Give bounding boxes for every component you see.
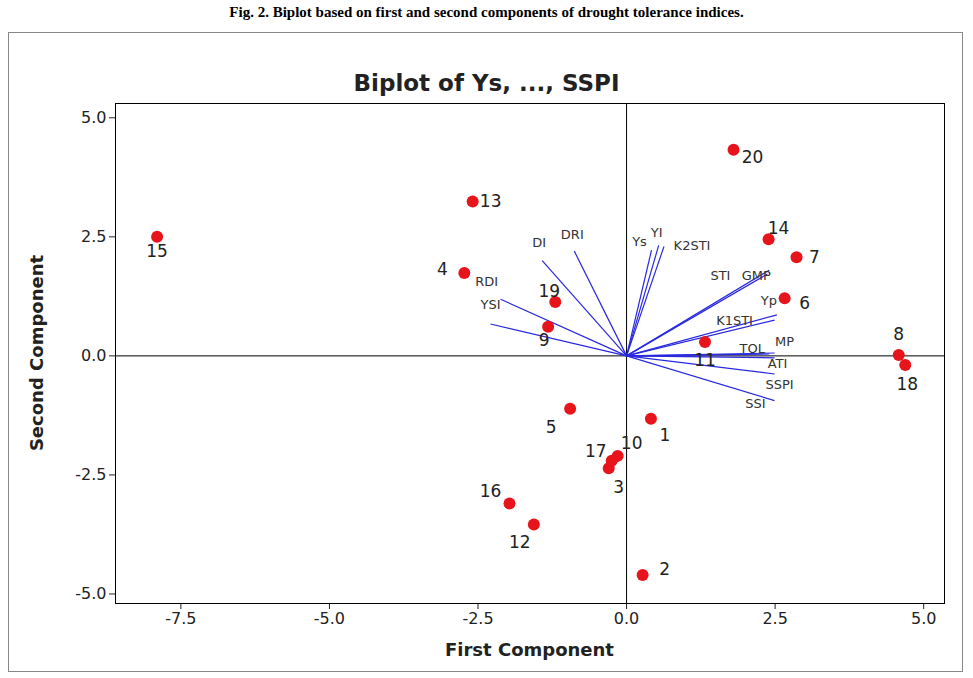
svg-text:YI: YI [650,225,663,240]
svg-text:4: 4 [437,259,448,279]
svg-text:DI: DI [532,235,546,250]
svg-text:19: 19 [538,281,560,301]
svg-text:DRI: DRI [561,227,584,242]
svg-text:0.0: 0.0 [81,346,106,365]
svg-text:20: 20 [742,147,764,167]
svg-text:15: 15 [146,241,168,261]
svg-text:K1STI: K1STI [716,313,753,328]
svg-text:2.5: 2.5 [762,609,787,628]
svg-text:7: 7 [809,247,820,267]
svg-text:11: 11 [694,350,716,370]
svg-text:RDI: RDI [475,274,498,289]
svg-text:17: 17 [585,441,607,461]
svg-text:5: 5 [546,417,557,437]
svg-text:14: 14 [768,218,790,238]
svg-text:SSPI: SSPI [765,377,793,392]
svg-text:10: 10 [621,433,643,453]
svg-text:SSI: SSI [745,396,765,411]
svg-text:8: 8 [893,324,904,344]
svg-text:Yp: Yp [760,293,777,308]
svg-text:Ys: Ys [631,234,647,249]
svg-text:STI: STI [710,268,730,283]
svg-text:ATI: ATI [768,356,788,371]
svg-text:K2STI: K2STI [674,238,711,253]
svg-text:-5.0: -5.0 [75,584,106,603]
svg-text:YSI: YSI [479,297,500,312]
svg-text:-2.5: -2.5 [462,609,493,628]
svg-text:3: 3 [613,477,624,497]
svg-text:1: 1 [660,425,671,445]
html-text:First Component: First Component [445,639,614,660]
svg-text:5.0: 5.0 [81,108,106,127]
svg-text:2.5: 2.5 [81,227,106,246]
svg-text:-2.5: -2.5 [75,465,106,484]
html-text:Second Component: Second Component [25,254,47,452]
svg-text:9: 9 [539,330,550,350]
svg-text:TOL: TOL [738,341,765,356]
svg-text:13: 13 [480,191,502,211]
svg-text:2: 2 [659,559,670,579]
svg-text:5.0: 5.0 [911,609,936,628]
svg-text:16: 16 [480,481,502,501]
svg-text:MP: MP [775,334,794,349]
svg-text:-7.5: -7.5 [165,609,196,628]
svg-text:-5.0: -5.0 [314,609,345,628]
svg-text:12: 12 [509,532,531,552]
svg-text:0.0: 0.0 [614,609,639,628]
html-text:Fig. 2. Biplot based on first: Fig. 2. Biplot based on first and second… [229,4,744,20]
html-text:Biplot of Ys, ..., SSPI: Biplot of Ys, ..., SSPI [353,70,620,96]
svg-text:GMP: GMP [742,268,771,283]
svg-text:6: 6 [799,293,810,313]
svg-text:18: 18 [896,374,918,394]
